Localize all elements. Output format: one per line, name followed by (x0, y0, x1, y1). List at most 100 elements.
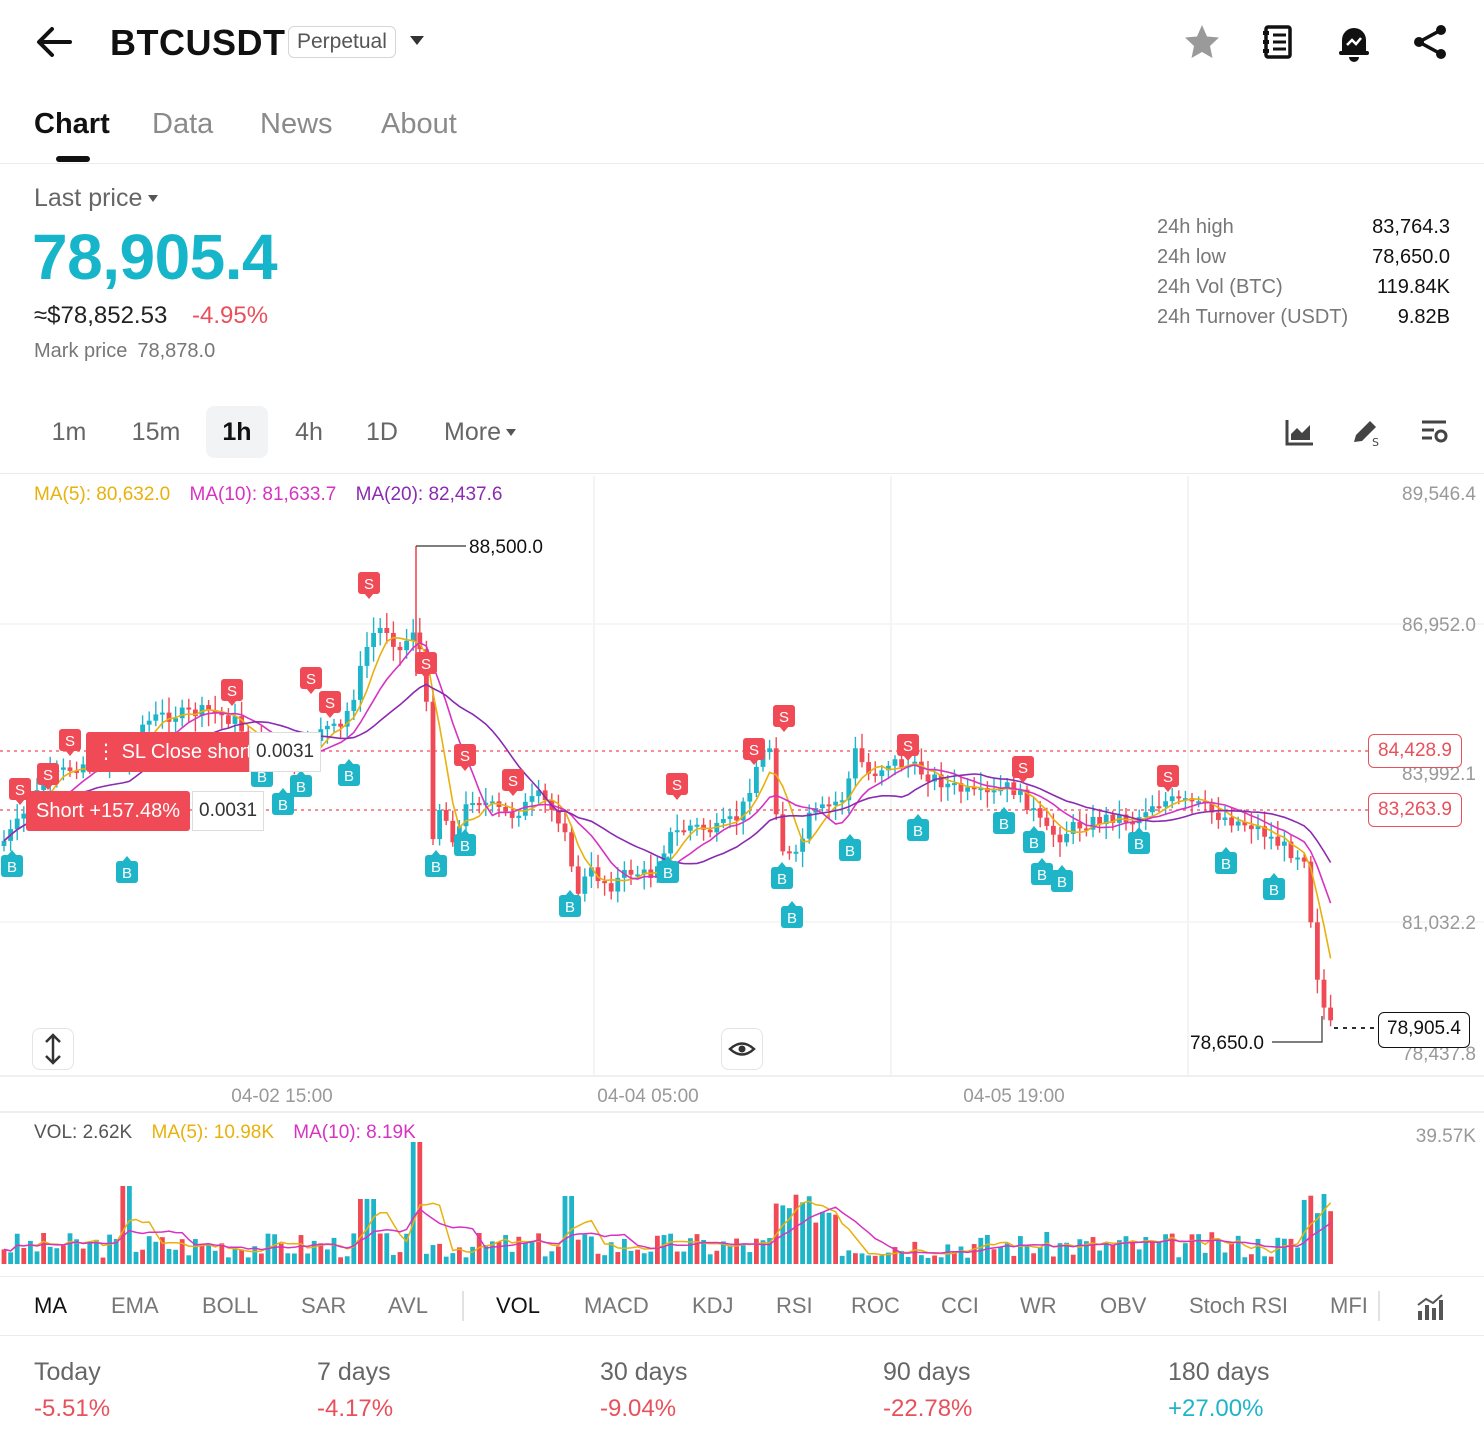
buy-marker-pointer (431, 850, 441, 856)
tab-chart[interactable]: Chart (34, 108, 110, 140)
candle-body (331, 723, 337, 726)
tab-about[interactable]: About (381, 108, 457, 140)
candle-body (773, 748, 779, 815)
candle-body (945, 783, 951, 788)
stat-label: 24h Vol (BTC) (1157, 276, 1283, 298)
volume-bar (1103, 1242, 1109, 1264)
volume-bar (140, 1249, 145, 1264)
perf-value: -4.17% (317, 1395, 394, 1422)
volume-axis-max: 39.57K (1415, 1126, 1476, 1147)
indicator-vol[interactable]: VOL (496, 1293, 541, 1318)
indicator-sar[interactable]: SAR (301, 1293, 347, 1318)
timeframe-1m[interactable]: 1m (51, 418, 87, 446)
candle-body (166, 712, 172, 722)
entry-price-tag[interactable]: 83,263.9 (1368, 793, 1462, 827)
candle-body (661, 853, 667, 867)
volume-bar (1024, 1245, 1030, 1264)
volume-bar (740, 1245, 746, 1264)
indicator-cci[interactable]: CCI (941, 1293, 979, 1318)
volume-bar (87, 1241, 93, 1264)
scale-toggle-button[interactable] (32, 1028, 74, 1070)
candle-body (1031, 808, 1036, 811)
buy-marker-letter: B (1029, 835, 1039, 852)
chart-settings-icon[interactable] (1418, 416, 1450, 448)
buy-marker-pointer (1134, 827, 1144, 833)
bell-icon[interactable] (1334, 22, 1374, 62)
short-position-tag[interactable]: Short +157.48% (26, 791, 190, 831)
buy-marker-pointer (1029, 826, 1039, 832)
indicator-avl[interactable]: AVL (388, 1293, 428, 1318)
candle-body (463, 804, 469, 827)
candle-body (1123, 814, 1129, 823)
candle-body (1156, 806, 1162, 809)
volume-bar (397, 1252, 403, 1264)
symbol-title[interactable]: BTCUSDT (110, 22, 286, 63)
indicator-rsi[interactable]: RSI (776, 1293, 813, 1318)
timeframe-1h[interactable]: 1h (206, 406, 268, 458)
sl-close-short-tag[interactable]: ⋮ SL Close short (86, 732, 262, 772)
indicator-ema[interactable]: EMA (111, 1293, 159, 1318)
notebook-icon[interactable] (1258, 22, 1298, 62)
last-price-selector[interactable]: Last price (34, 184, 159, 213)
perf-label: Today (34, 1358, 101, 1386)
volume-bar (245, 1257, 251, 1264)
volume-bar (602, 1255, 607, 1264)
buy-marker (1215, 852, 1237, 874)
perf-label: 30 days (600, 1358, 688, 1386)
chart-type-icon[interactable] (1284, 416, 1316, 448)
volume-bar (391, 1254, 396, 1264)
share-icon[interactable] (1410, 22, 1450, 62)
indicator-obv[interactable]: OBV (1100, 1293, 1147, 1318)
volume-bar (833, 1214, 838, 1264)
buy-marker (338, 764, 360, 786)
candle-body (641, 869, 647, 875)
candle-body (14, 818, 20, 830)
indicator-macd[interactable]: MACD (584, 1293, 649, 1318)
timeframe-15m[interactable]: 15m (131, 418, 181, 446)
volume-bar (529, 1241, 535, 1264)
volume-bar (305, 1253, 310, 1264)
perf-label: 7 days (317, 1358, 391, 1386)
perf-value: +27.00% (1168, 1395, 1264, 1422)
timeframe-4h[interactable]: 4h (295, 418, 323, 446)
candle-body (1037, 808, 1043, 818)
indicator-boll[interactable]: BOLL (202, 1293, 259, 1318)
timeframe-1d[interactable]: 1D (366, 418, 398, 446)
candle-body (740, 801, 746, 821)
timeframe-more[interactable]: More (434, 406, 526, 458)
candle-body (371, 633, 376, 647)
indicator-wr[interactable]: WR (1020, 1293, 1057, 1318)
candle-body (1070, 822, 1076, 834)
volume-bar (133, 1251, 139, 1264)
candle-body (1044, 817, 1050, 826)
indicator-settings-icon[interactable] (1414, 1291, 1446, 1323)
volume-bar (80, 1248, 86, 1264)
tab-news[interactable]: News (260, 108, 333, 140)
indicator-mfi[interactable]: MFI (1330, 1293, 1368, 1318)
sell-marker-letter: S (421, 656, 431, 673)
candlestick-chart[interactable]: 88,500.0 78,650.0 S S S S S S S S S S S S S S S S B B B B B B B B… (0, 476, 1484, 1276)
chevron-down-icon[interactable] (410, 36, 424, 45)
back-arrow-icon[interactable] (34, 24, 74, 60)
indicator-roc[interactable]: ROC (851, 1293, 900, 1318)
buy-marker-pointer (663, 856, 673, 862)
y-axis-label: 86,952.0 (1402, 615, 1476, 636)
draw-tool-icon[interactable]: S (1350, 416, 1382, 448)
volume-bar (179, 1239, 185, 1264)
tab-data[interactable]: Data (152, 108, 214, 140)
volume-bar (1130, 1240, 1135, 1264)
indicator-ma[interactable]: MA (34, 1293, 67, 1318)
indicator-kdj[interactable]: KDJ (692, 1293, 734, 1318)
buy-marker-pointer (777, 862, 787, 868)
buy-marker-pointer (460, 829, 470, 835)
volume-bar (404, 1233, 409, 1264)
volume-bar (298, 1235, 304, 1264)
candle-body (1090, 816, 1096, 830)
indicator-stoch-rsi[interactable]: Stoch RSI (1189, 1293, 1289, 1318)
sell-marker-pointer (779, 726, 789, 732)
star-icon[interactable] (1182, 22, 1222, 62)
volume-bar (74, 1239, 79, 1264)
stop-loss-price-tag[interactable]: 84,428.9 (1368, 734, 1462, 768)
visibility-toggle-button[interactable] (721, 1028, 763, 1070)
